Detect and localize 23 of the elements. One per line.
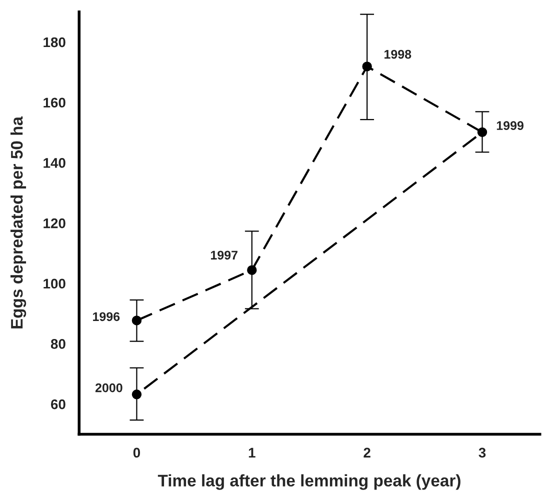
y-tick-label: 160: [44, 98, 66, 108]
point: [247, 265, 257, 275]
x-tick-label: 2: [364, 448, 370, 458]
y-tick-label: 100: [44, 278, 66, 289]
y-tick-label: 60: [51, 399, 66, 410]
point: [362, 62, 372, 72]
x-tick-label: 3: [478, 448, 486, 458]
x-tick-label: 1: [248, 448, 256, 458]
point: [132, 316, 142, 326]
x-axis-title: Time lag after the lemming peak (year): [158, 474, 460, 490]
annotation: 1997: [210, 250, 238, 260]
x-tick-label: 0: [133, 448, 140, 458]
annotation: 1998: [384, 50, 412, 59]
y-tick-label: 180: [44, 37, 66, 48]
y-tick-label: 80: [50, 339, 66, 349]
point: [477, 127, 488, 138]
annotation: 2000: [95, 383, 122, 392]
y-tick-label: 140: [44, 158, 66, 168]
y-tick-label: 120: [44, 218, 66, 228]
y-axis-title: Eggs depredated per 50 ha: [10, 116, 26, 328]
annotation: 1999: [496, 121, 524, 130]
annotation: 1996: [93, 312, 120, 322]
point: [132, 390, 142, 400]
